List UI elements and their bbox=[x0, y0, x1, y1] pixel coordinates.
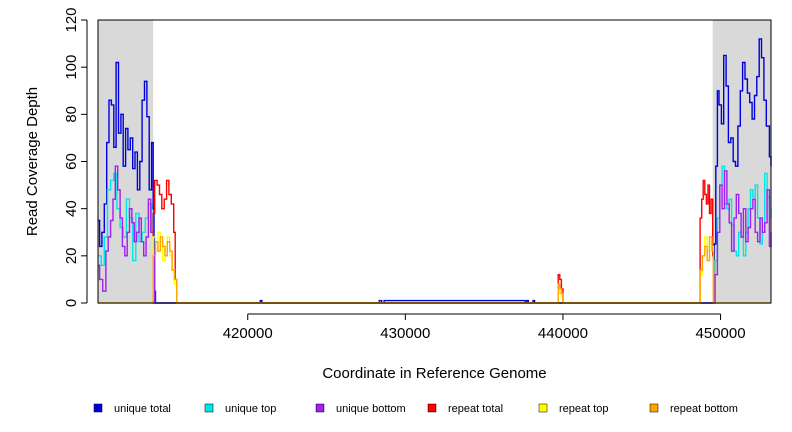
shaded-region-2 bbox=[712, 20, 771, 303]
y-tick-label: 40 bbox=[63, 200, 80, 217]
x-tick-label: 420000 bbox=[223, 325, 273, 342]
legend: unique total unique top unique bottom repea… bbox=[93, 403, 738, 415]
series-line-repeat-top bbox=[151, 231, 715, 304]
series-line-repeat-bottom bbox=[98, 236, 771, 304]
legend-label: unique bottom bbox=[336, 403, 406, 415]
series-line-unique-total bbox=[98, 38, 772, 304]
series-line-repeat-total bbox=[151, 179, 715, 304]
legend-label: unique top bbox=[225, 403, 276, 415]
legend-label: repeat total bbox=[448, 403, 503, 415]
x-tick-label: 430000 bbox=[380, 325, 430, 342]
x-axis-title: Coordinate in Reference Genome bbox=[322, 365, 546, 382]
y-tick-label: 0 bbox=[63, 299, 80, 307]
legend-swatch bbox=[204, 403, 214, 413]
x-tick-label: 450000 bbox=[696, 325, 746, 342]
legend-swatch bbox=[93, 403, 103, 413]
x-tick-label: 440000 bbox=[538, 325, 588, 342]
legend-swatch bbox=[538, 403, 548, 413]
y-axis: 0 20 40 60 80 100 120 bbox=[63, 7, 88, 307]
legend-swatch bbox=[649, 403, 659, 413]
legend-label: unique total bbox=[114, 403, 171, 415]
legend-swatch bbox=[427, 403, 437, 413]
y-tick-label: 100 bbox=[63, 55, 80, 80]
y-tick-label: 120 bbox=[63, 7, 80, 32]
y-tick-label: 80 bbox=[63, 106, 80, 123]
x-axis: 420000 430000 440000 450000 bbox=[223, 313, 746, 342]
plot-frame bbox=[97, 19, 772, 304]
y-tick-label: 20 bbox=[63, 247, 80, 264]
series-line-unique-top bbox=[98, 165, 772, 304]
legend-label: repeat bottom bbox=[670, 403, 738, 415]
legend-swatch bbox=[315, 403, 325, 413]
shaded-regions bbox=[98, 20, 771, 303]
y-tick-label: 60 bbox=[63, 153, 80, 170]
series-lines bbox=[98, 38, 772, 304]
y-axis-title: Read Coverage Depth bbox=[24, 87, 41, 236]
legend-label: repeat top bbox=[559, 403, 609, 415]
series-line-unique-bottom bbox=[98, 165, 772, 304]
